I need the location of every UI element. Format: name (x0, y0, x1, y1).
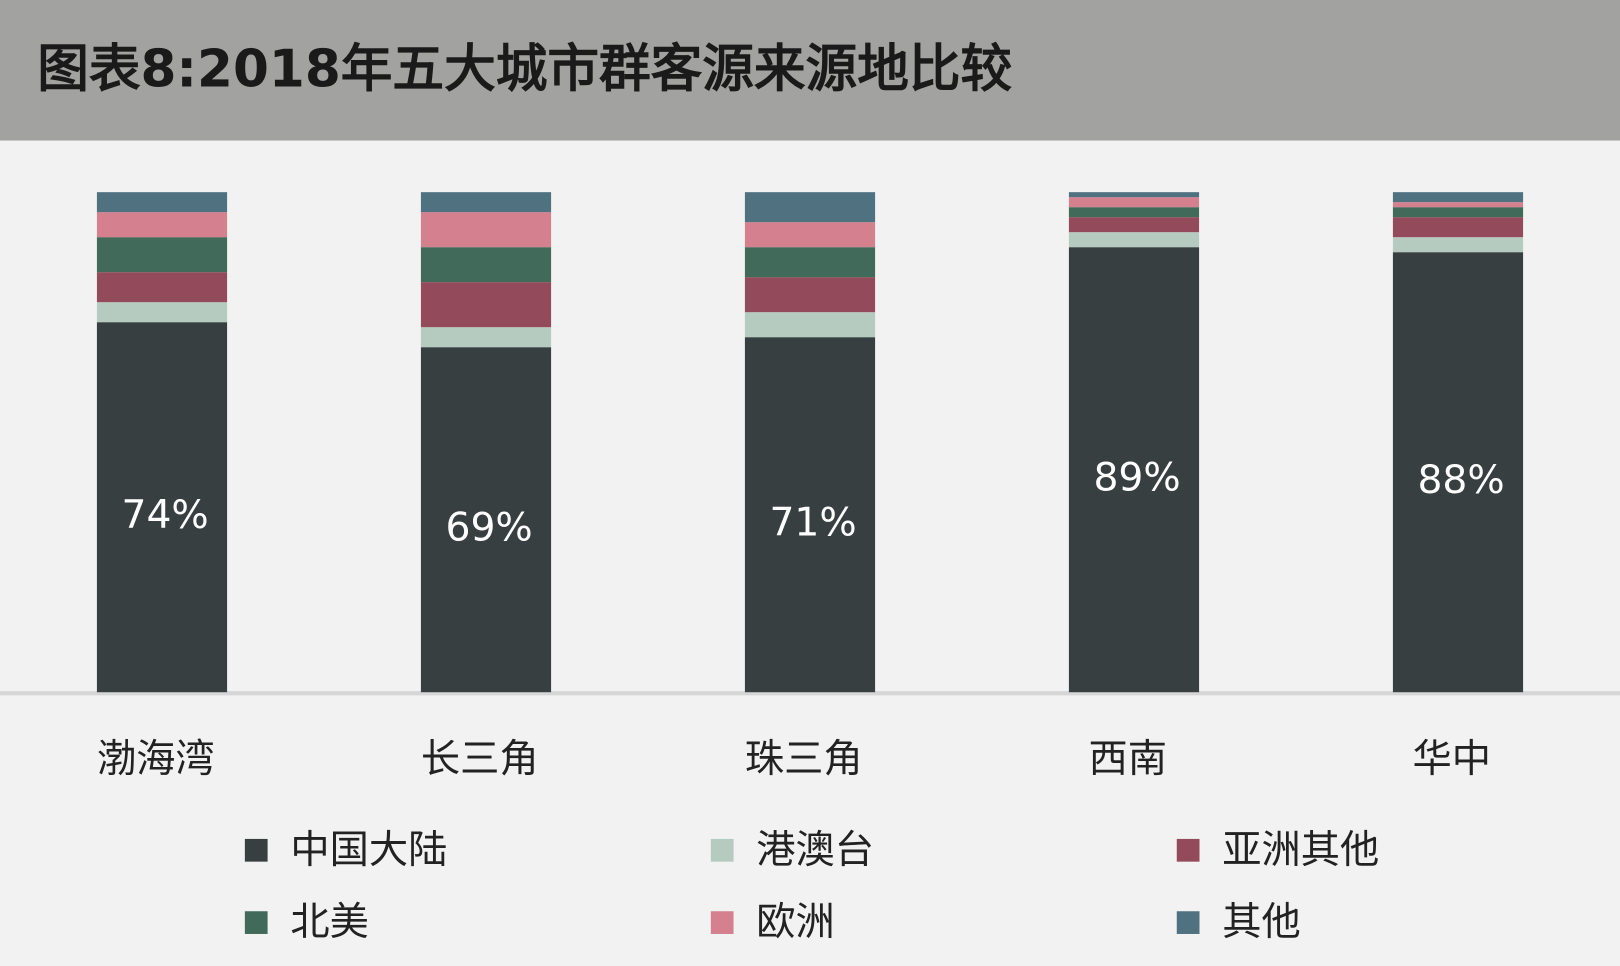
legend-swatch (244, 838, 268, 862)
legend-swatch (244, 911, 268, 934)
bar-segment (1392, 192, 1524, 203)
bar-segment (1068, 217, 1200, 233)
legend-label: 中国大陆 (290, 828, 447, 873)
bar-segment (1392, 252, 1524, 693)
bar-segment (744, 277, 876, 313)
bar-segment (1392, 207, 1524, 218)
data-label: 89% (1093, 456, 1180, 501)
bar-segment (96, 302, 228, 323)
bar-segment (420, 327, 552, 348)
bar-segment (420, 212, 552, 248)
x-tick-label: 渤海湾 (97, 737, 215, 782)
bar-segment (420, 282, 552, 328)
bar-segment (744, 222, 876, 248)
bar-segment (744, 247, 876, 278)
bar-segment (1392, 237, 1524, 253)
legend-label: 欧洲 (756, 900, 835, 945)
bar-segment (96, 272, 228, 303)
bar-segment (1068, 192, 1200, 198)
bar-segment (1068, 247, 1200, 693)
data-label: 88% (1417, 458, 1504, 503)
data-label: 74% (121, 493, 208, 538)
bar-segment (1068, 232, 1200, 248)
bar-segment (744, 337, 876, 693)
x-tick-label: 华中 (1413, 737, 1492, 782)
legend-label: 港澳台 (756, 828, 874, 873)
bar-segment (1068, 197, 1200, 208)
chart-title: 图表8:2018年五大城市群客源来源地比较 (37, 39, 1012, 99)
legend-swatch (1176, 838, 1200, 862)
data-label: 71% (769, 501, 856, 546)
bar-segment (420, 192, 552, 213)
legend-label: 其他 (1222, 900, 1301, 945)
bar-segment (96, 322, 228, 693)
bar-segment (744, 192, 876, 223)
legend-swatch (710, 838, 734, 862)
bar-segment (420, 247, 552, 283)
bar-segment (1392, 202, 1524, 208)
bar-segment (744, 312, 876, 338)
legend-label: 北美 (290, 900, 369, 945)
data-label: 69% (445, 506, 532, 551)
x-tick-label: 珠三角 (745, 737, 863, 782)
bar-segment (1068, 207, 1200, 218)
bar-segment (96, 212, 228, 238)
x-tick-label: 西南 (1089, 737, 1168, 782)
bar-segment (96, 192, 228, 213)
bar-segment (1392, 217, 1524, 238)
bar-segment (96, 237, 228, 273)
legend-label: 亚洲其他 (1222, 828, 1379, 873)
x-tick-label: 长三角 (421, 737, 539, 782)
title-bar (0, 0, 1620, 141)
legend-swatch (1176, 911, 1200, 934)
legend-swatch (710, 911, 734, 934)
bar-segment (420, 347, 552, 693)
